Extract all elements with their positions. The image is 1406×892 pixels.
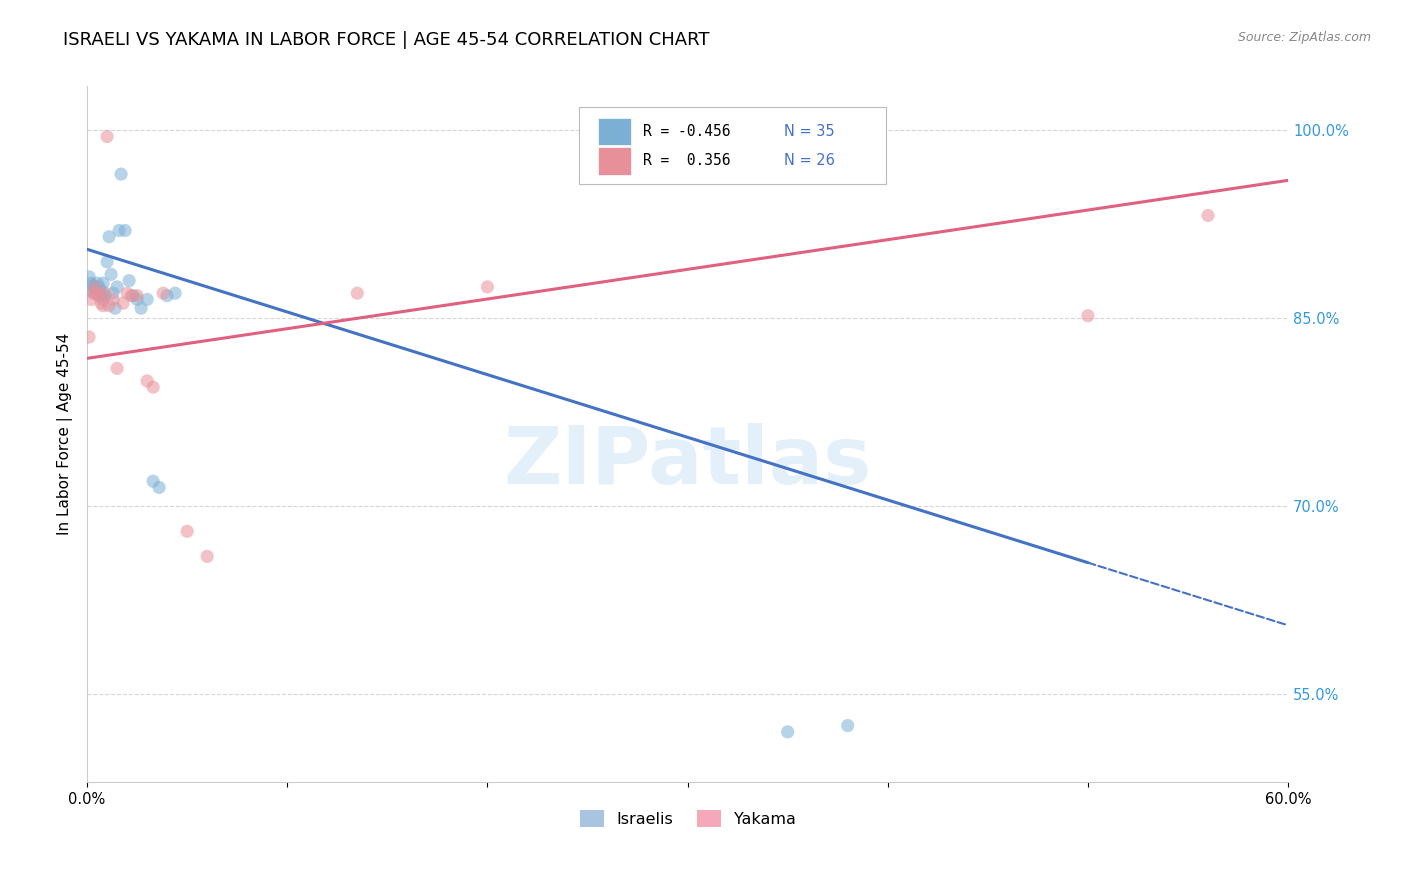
Point <box>77 330 100 344</box>
Point <box>148 480 170 494</box>
Text: ISRAELI VS YAKAMA IN LABOR FORCE | AGE 45-54 CORRELATION CHART: ISRAELI VS YAKAMA IN LABOR FORCE | AGE 4… <box>63 31 710 49</box>
Point <box>96 255 118 269</box>
Legend: Israelis, Yakama: Israelis, Yakama <box>574 804 801 833</box>
Point <box>94 286 117 301</box>
Point <box>90 296 112 310</box>
Point <box>110 167 132 181</box>
Point <box>80 293 103 307</box>
Point <box>112 296 135 310</box>
FancyBboxPatch shape <box>598 147 631 175</box>
Point <box>80 276 103 290</box>
Y-axis label: In Labor Force | Age 45-54: In Labor Force | Age 45-54 <box>58 333 73 535</box>
Point <box>156 288 179 302</box>
Point <box>100 268 122 282</box>
Point <box>776 724 799 739</box>
Point <box>136 293 159 307</box>
Point <box>152 286 174 301</box>
Point <box>84 280 107 294</box>
Point <box>115 286 138 301</box>
Point <box>114 223 136 237</box>
Point <box>129 301 152 316</box>
FancyBboxPatch shape <box>579 107 886 184</box>
Point <box>87 288 110 302</box>
Point <box>477 280 499 294</box>
Point <box>176 524 198 539</box>
Point <box>98 229 121 244</box>
Point <box>127 288 149 302</box>
Point <box>136 374 159 388</box>
Point <box>86 276 108 290</box>
Point <box>82 284 104 298</box>
Point <box>82 286 104 301</box>
Point <box>96 129 118 144</box>
Text: R =  0.356: R = 0.356 <box>643 153 731 169</box>
Point <box>120 288 142 302</box>
Text: R = -0.456: R = -0.456 <box>643 124 731 139</box>
Point <box>82 278 104 293</box>
FancyBboxPatch shape <box>598 118 631 145</box>
Point <box>127 293 149 307</box>
Point <box>195 549 218 564</box>
Point <box>1077 309 1099 323</box>
Point <box>837 718 859 732</box>
Point <box>101 286 124 301</box>
Point <box>108 223 131 237</box>
Point <box>122 288 145 302</box>
Point <box>84 286 107 301</box>
Point <box>1197 209 1219 223</box>
Text: Source: ZipAtlas.com: Source: ZipAtlas.com <box>1237 31 1371 45</box>
Point <box>105 280 128 294</box>
Point <box>105 361 128 376</box>
Point <box>165 286 187 301</box>
Point <box>90 288 112 302</box>
Point <box>87 280 110 294</box>
Point <box>142 380 165 394</box>
Point <box>91 299 114 313</box>
Point <box>91 293 114 307</box>
Point <box>77 269 100 284</box>
Point <box>118 274 141 288</box>
Point <box>104 301 127 316</box>
Point <box>90 284 112 298</box>
Point <box>142 474 165 488</box>
Text: N = 26: N = 26 <box>783 153 835 169</box>
Point <box>91 276 114 290</box>
Point <box>86 286 108 301</box>
Text: ZIPatlas: ZIPatlas <box>503 423 872 501</box>
Point <box>84 280 107 294</box>
Point <box>94 288 117 302</box>
Point <box>346 286 368 301</box>
Point <box>87 288 110 302</box>
Point <box>86 284 108 298</box>
Point <box>98 299 121 313</box>
Text: N = 35: N = 35 <box>783 124 834 139</box>
Point <box>101 293 124 307</box>
